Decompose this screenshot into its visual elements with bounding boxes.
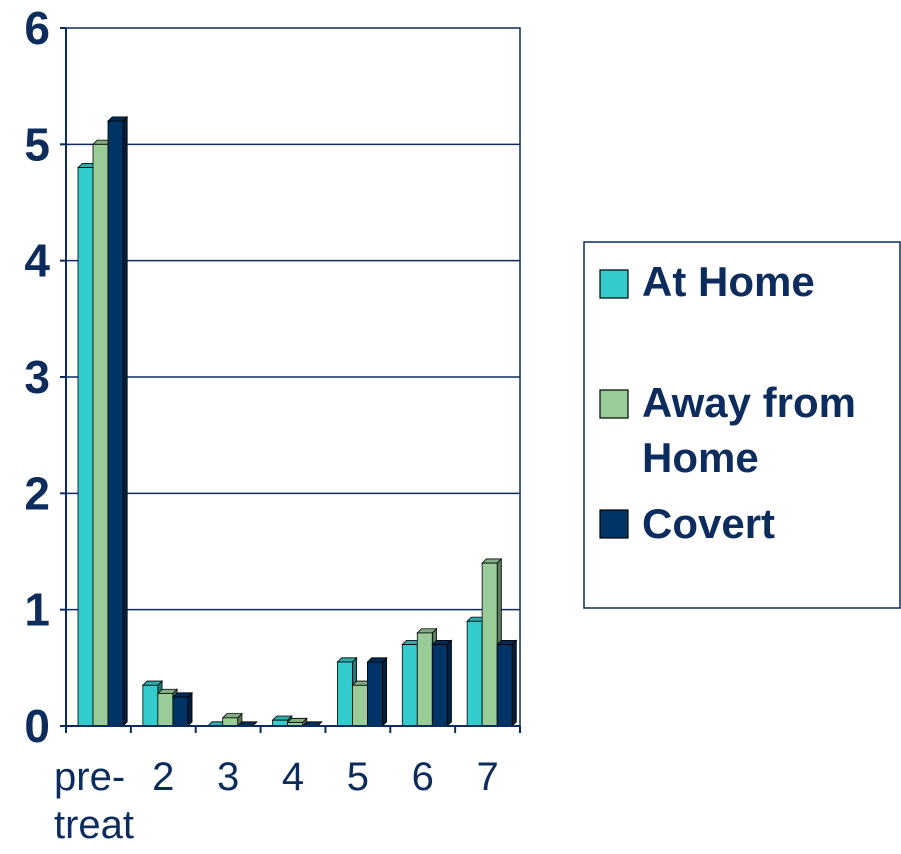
x-tick-label: 6 bbox=[412, 755, 434, 799]
legend: At Home Away from Home Covert bbox=[583, 241, 901, 609]
bar bbox=[107, 115, 129, 727]
bar bbox=[286, 717, 308, 727]
gridlines bbox=[66, 143, 520, 611]
x-tick-label: 4 bbox=[282, 755, 304, 799]
legend-label: Covert bbox=[642, 500, 775, 547]
y-tick-label: 0 bbox=[24, 700, 50, 752]
x-tick-label: 7 bbox=[476, 755, 498, 799]
legend-swatch bbox=[599, 269, 629, 299]
legend-box bbox=[583, 241, 901, 609]
bar bbox=[431, 639, 453, 727]
y-tick-label: 1 bbox=[24, 584, 50, 636]
y-tick-label: 6 bbox=[24, 2, 50, 54]
legend-swatch bbox=[599, 389, 629, 419]
bar bbox=[496, 639, 518, 727]
axes bbox=[60, 27, 521, 733]
bar bbox=[171, 691, 194, 727]
x-tick-label: 2 bbox=[152, 755, 174, 799]
y-tick-label: 3 bbox=[24, 351, 50, 403]
y-tick-label: 4 bbox=[24, 235, 50, 287]
x-tick-labels: pre-treat 2 3 4 5 6 7 bbox=[54, 755, 499, 847]
legend-label: At Home bbox=[642, 258, 815, 305]
y-tick-labels: 0 1 2 3 4 5 6 bbox=[24, 2, 50, 752]
x-tick-label: 3 bbox=[217, 755, 239, 799]
bar bbox=[366, 656, 388, 727]
x-tick-label: 5 bbox=[347, 755, 369, 799]
x-tick-label: pre-treat bbox=[54, 755, 134, 847]
legend-swatch bbox=[599, 509, 629, 539]
y-tick-label: 5 bbox=[24, 118, 50, 170]
legend-label: Away from Home bbox=[642, 379, 856, 481]
y-tick-label: 2 bbox=[24, 467, 50, 519]
bars bbox=[77, 115, 518, 727]
